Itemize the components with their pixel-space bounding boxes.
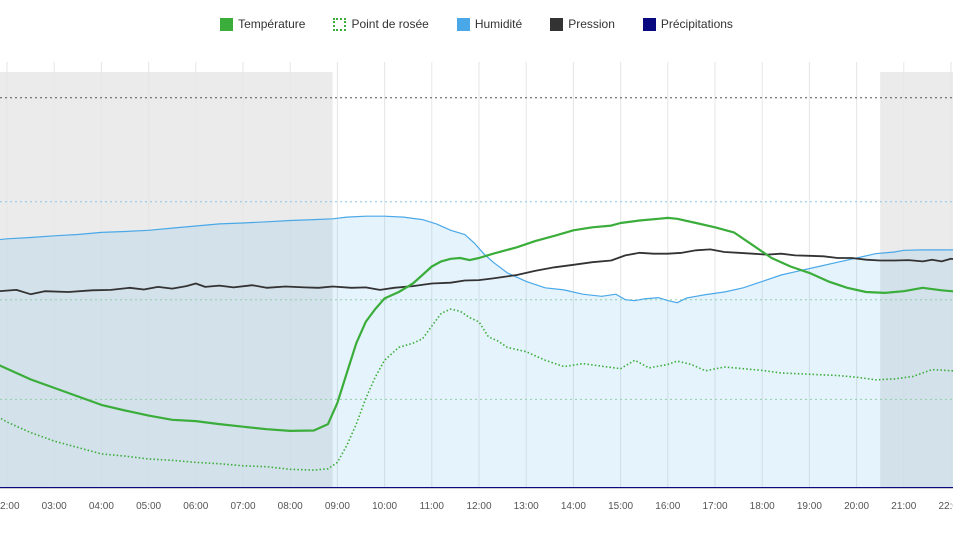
x-tick-label: 08:00	[278, 501, 303, 512]
legend-label-humidity: Humidité	[474, 17, 523, 31]
x-tick-label: 03:00	[42, 501, 67, 512]
x-tick-label: 12:00	[466, 501, 491, 512]
x-tick-label: 02:00	[0, 501, 20, 512]
series-dewpoint-line	[0, 308, 953, 471]
x-tick-label: 19:00	[797, 501, 822, 512]
legend-item-dewpoint[interactable]: Point de rosée	[333, 17, 429, 31]
legend-swatch-pressure	[550, 17, 564, 31]
legend-label-dewpoint: Point de rosée	[351, 17, 429, 31]
x-tick-label: 07:00	[230, 501, 255, 512]
chart-legend: Température Point de rosée Humidité Pressio…	[0, 17, 953, 31]
series-humidity-area	[0, 216, 953, 488]
x-tick-label: 11:00	[420, 501, 445, 512]
x-tick-label: 13:00	[514, 501, 539, 512]
x-tick-label: 14:00	[561, 501, 586, 512]
x-tick-label: 22:00	[938, 501, 953, 512]
legend-label-precipitation: Précipitations	[660, 17, 733, 31]
series-humidity-line	[0, 215, 953, 304]
legend-item-precipitation[interactable]: Précipitations	[642, 17, 733, 31]
legend-item-pressure[interactable]: Pression	[550, 17, 615, 31]
legend-label-temperature: Température	[238, 17, 306, 31]
legend-swatch-dewpoint	[333, 17, 347, 31]
legend-item-temperature[interactable]: Température	[220, 17, 305, 31]
legend-swatch-temperature	[220, 17, 234, 31]
series-pressure-line	[0, 248, 953, 296]
legend-swatch-humidity	[456, 17, 470, 31]
x-tick-label: 10:00	[372, 501, 397, 512]
x-tick-label: 18:00	[750, 501, 775, 512]
legend-item-humidity[interactable]: Humidité	[456, 17, 523, 31]
x-tick-label: 15:00	[608, 501, 633, 512]
x-tick-label: 06:00	[183, 501, 208, 512]
x-tick-label: 04:00	[89, 501, 114, 512]
x-tick-label: 16:00	[655, 501, 680, 512]
x-tick-label: 09:00	[325, 501, 350, 512]
x-tick-label: 20:00	[844, 501, 869, 512]
x-tick-label: 21:00	[891, 501, 916, 512]
x-tick-label: 05:00	[136, 501, 161, 512]
x-tick-label: 17:00	[702, 501, 727, 512]
legend-swatch-precipitation	[642, 17, 656, 31]
night-shade-1	[880, 72, 953, 488]
series-temperature-line	[0, 216, 953, 432]
legend-label-pressure: Pression	[568, 17, 615, 31]
